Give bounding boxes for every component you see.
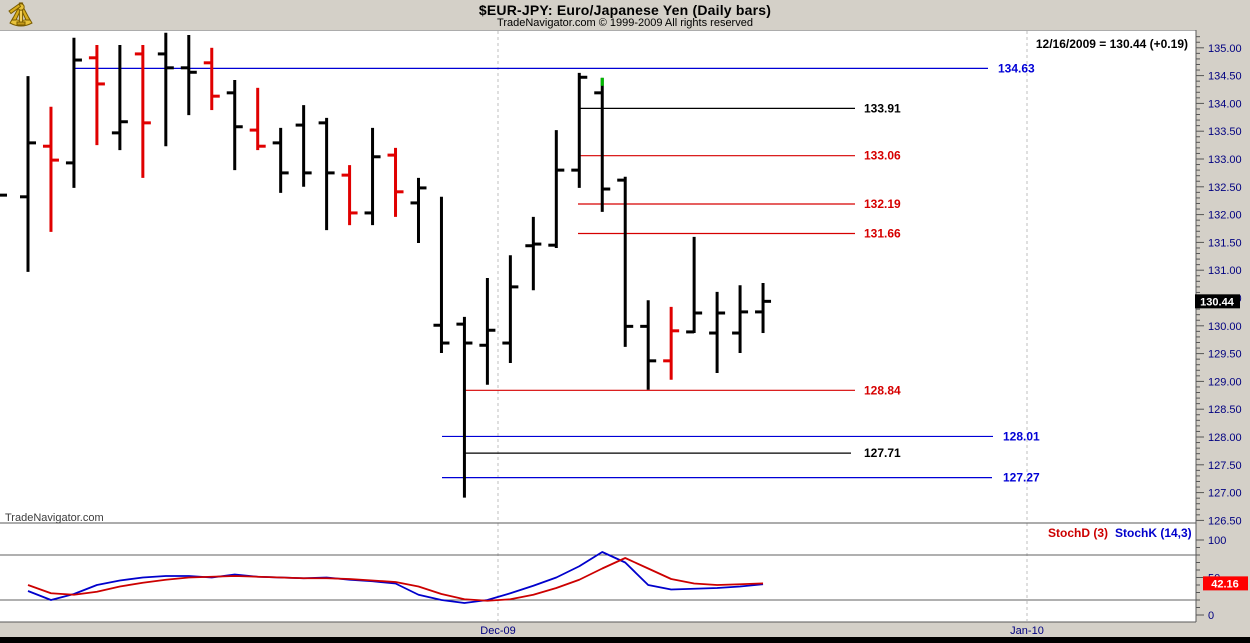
stoch-axis-label: 100	[1208, 535, 1226, 547]
ohlc-bar	[525, 216, 542, 291]
price-axis-label: 133.00	[1208, 154, 1242, 166]
ohlc-bar	[272, 127, 289, 193]
stoch-axis-label: 0	[1208, 610, 1214, 622]
price-axis-label: 132.50	[1208, 182, 1242, 194]
ohlc-bar	[157, 32, 174, 147]
ohlc-bar	[755, 282, 772, 334]
level-label: 134.63	[998, 61, 1035, 75]
price-axis-label: 134.00	[1208, 98, 1242, 110]
stoch-value-badge: 42.16	[1203, 576, 1248, 591]
stochd-line	[27, 557, 764, 602]
level-lines: 134.63 133.91 133.06 132.19 131.66 128.84 128.…	[75, 61, 1040, 485]
level-label: 127.27	[1003, 471, 1040, 485]
ohlc-bar	[203, 47, 220, 111]
last-price-badge-text: 130.44	[1200, 296, 1235, 308]
chart-header: $EUR-JPY: Euro/Japanese Yen (Daily bars)…	[0, 0, 1250, 30]
month-label: Jan-10	[1010, 625, 1044, 637]
price-axis-label: 128.50	[1208, 404, 1242, 416]
last-price-badge: 130.44	[1195, 294, 1240, 309]
quote-readout: 12/16/2009 = 130.44 (+0.19)	[1036, 37, 1188, 51]
ohlc-bar	[180, 35, 197, 116]
ohlc-bar	[686, 236, 703, 334]
ohlc-bar	[341, 165, 358, 226]
ohlc-bar	[502, 255, 519, 364]
ohlc-bar	[134, 45, 151, 178]
ohlc-bar	[433, 196, 450, 354]
ohlc-bar	[226, 80, 243, 171]
ohlc-bar	[571, 72, 588, 188]
price-axis-label: 132.00	[1208, 210, 1242, 222]
level-label: 128.01	[1003, 429, 1040, 443]
price-axis-labels: 126.50 127.00 127.50 128.00 128.50 129.00 129.…	[1208, 43, 1242, 528]
ohlc-bar	[732, 285, 749, 354]
ohlc-bar	[640, 300, 657, 390]
ohlc-bar	[617, 176, 634, 347]
chart-copyright: TradeNavigator.com © 1999-2009 All right…	[497, 17, 753, 29]
stoch-value-badge-text: 42.16	[1211, 578, 1239, 590]
chart-title: $EUR-JPY: Euro/Japanese Yen (Daily bars)	[478, 2, 772, 18]
level-label: 128.84	[864, 383, 901, 397]
ohlc-bar	[387, 147, 404, 217]
month-gridlines	[497, 31, 1028, 621]
stochk-label: StochK (14,3)	[1115, 526, 1192, 540]
tradenavigator-logo-icon	[8, 1, 33, 27]
ohlc-bar	[295, 105, 312, 187]
ohlc-bar	[479, 277, 496, 385]
month-label: Dec-09	[480, 625, 515, 637]
price-axis-label: 127.00	[1208, 488, 1242, 500]
price-axis-label: 131.50	[1208, 237, 1242, 249]
ohlc-bar	[663, 306, 680, 380]
price-axis-label: 130.00	[1208, 321, 1242, 333]
ohlc-bar	[594, 77, 611, 212]
pane-watermark: TradeNavigator.com	[5, 512, 104, 524]
price-axis-label: 131.00	[1208, 265, 1242, 277]
price-pane[interactable]	[0, 30, 1196, 523]
ohlc-bar	[318, 117, 335, 231]
stochastic-pane[interactable]	[0, 523, 1196, 622]
ohlc-bar	[709, 291, 726, 374]
price-axis-ticks	[1196, 36, 1204, 616]
price-axis-label: 134.50	[1208, 71, 1242, 83]
price-axis-label: 135.00	[1208, 43, 1242, 55]
window-bottom-bar	[0, 637, 1250, 643]
ohlc-bar	[20, 76, 36, 272]
level-label: 133.91	[864, 101, 901, 115]
stochd-label: StochD (3)	[1048, 526, 1108, 540]
ohlc-bars	[20, 32, 772, 498]
ohlc-bar	[88, 45, 105, 146]
level-label: 127.71	[864, 446, 901, 460]
stochk-line	[27, 551, 764, 604]
ohlc-bar	[65, 37, 82, 188]
price-axis-label: 129.00	[1208, 376, 1242, 388]
ohlc-bar	[249, 87, 266, 151]
level-label: 132.19	[864, 197, 901, 211]
price-axis-label: 127.50	[1208, 460, 1242, 472]
level-label: 133.06	[864, 149, 901, 163]
ohlc-bar	[548, 130, 565, 248]
price-axis-label: 133.50	[1208, 126, 1242, 138]
price-axis-label: 128.00	[1208, 432, 1242, 444]
price-axis-label: 129.50	[1208, 349, 1242, 361]
ohlc-bar	[456, 316, 473, 498]
ohlc-bar	[42, 106, 59, 232]
ohlc-bar	[111, 45, 128, 151]
level-label: 131.66	[864, 227, 901, 241]
price-axis-label: 126.50	[1208, 515, 1242, 527]
pane-borders	[0, 29, 1197, 623]
x-axis-labels: Dec-09 Jan-10	[480, 625, 1044, 637]
ohlc-bar	[410, 177, 427, 243]
ohlc-bar	[364, 127, 381, 226]
